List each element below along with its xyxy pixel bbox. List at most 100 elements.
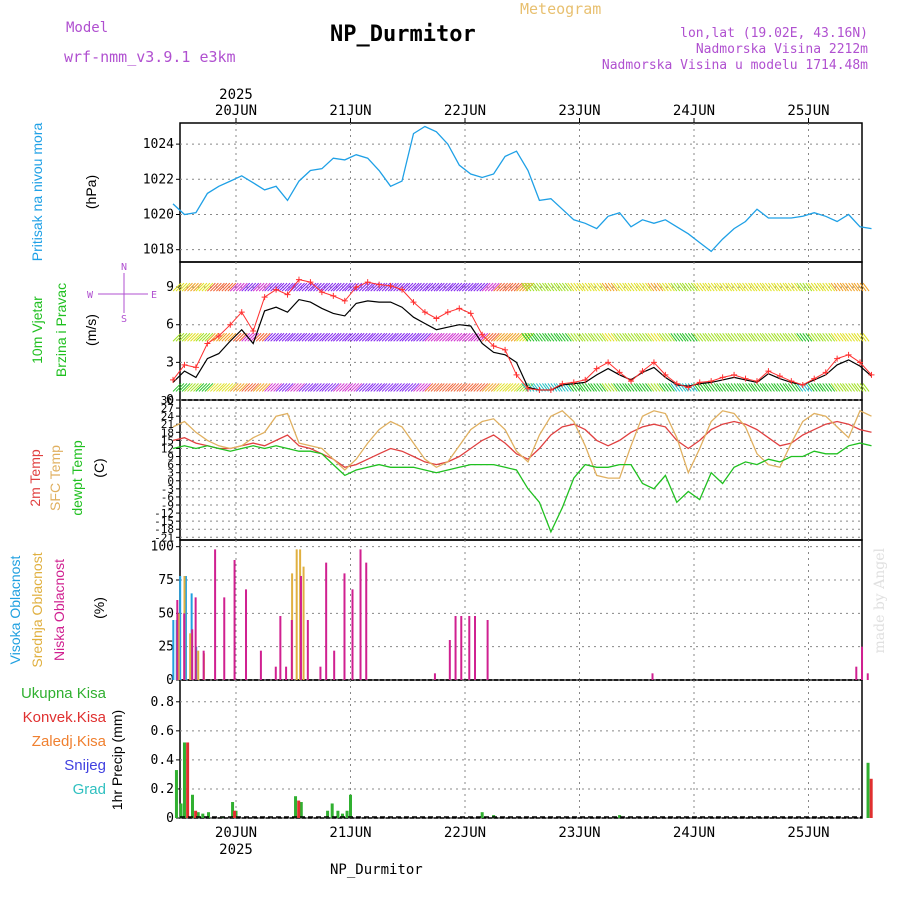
compass-e: E — [151, 290, 157, 301]
wind-barb — [487, 282, 497, 292]
wind-barb — [467, 332, 477, 342]
temp-sfc-title: SFC Temp — [47, 445, 63, 511]
y-tick-label: 0.2 — [151, 782, 174, 797]
wind-gust-point — [353, 284, 360, 291]
wind-barb — [304, 282, 314, 292]
wind-barb — [601, 383, 609, 392]
wind-barb — [255, 332, 265, 342]
wind-barb — [856, 282, 864, 292]
wind-barb — [616, 282, 623, 292]
wind-barb — [558, 282, 566, 292]
wind-barb — [218, 282, 228, 292]
wind-barb — [856, 332, 864, 342]
y-tick-label: 100 — [151, 540, 174, 555]
wind-barb — [558, 332, 566, 342]
wind-barb — [719, 282, 727, 292]
wind-barb — [670, 332, 678, 342]
wind-barb — [493, 282, 502, 292]
y-tick-label: 1020 — [143, 207, 174, 222]
bottom-day-label: 25JUN — [787, 825, 829, 841]
wind-barb — [750, 383, 758, 392]
wind-barb — [433, 383, 443, 392]
wind-barb — [650, 383, 658, 392]
wind-barb — [696, 383, 704, 392]
wind-barb — [355, 332, 365, 342]
wind-barb — [727, 282, 735, 292]
y-tick-label: -21 — [154, 531, 174, 544]
wind-barb — [822, 332, 830, 342]
precip-legend-item: Konvek.Kisa — [23, 709, 107, 726]
precip-bar — [174, 770, 178, 818]
wind-barb — [341, 332, 351, 342]
wind-barb — [704, 332, 712, 342]
wind-barb — [636, 282, 643, 292]
wind-barb — [416, 282, 425, 292]
wind-barb — [851, 282, 858, 292]
wind-barb — [853, 332, 861, 342]
cloud-unit: (%) — [91, 597, 107, 619]
wind-barb — [736, 332, 744, 342]
y-tick-label: 27 — [161, 402, 174, 415]
wind-barb — [544, 332, 552, 342]
precip-legend-item: Grad — [73, 781, 106, 798]
wind-barb — [768, 282, 775, 292]
wind-barb — [550, 332, 558, 342]
precip-bar — [869, 778, 873, 818]
temp-line-sfc — [172, 409, 872, 479]
wind-barb — [364, 383, 374, 392]
y-tick-label: 0 — [167, 475, 174, 488]
wind-barb — [784, 383, 792, 392]
wind-barb — [779, 332, 787, 342]
wind-barb — [327, 332, 337, 342]
wind-barb — [658, 383, 666, 392]
wind-barb — [759, 383, 767, 392]
wind-barb — [610, 282, 618, 292]
wind-barb — [736, 383, 744, 392]
wind-barb — [290, 282, 299, 292]
wind-gust-point — [479, 331, 486, 338]
bottom-day-label: 22JUN — [444, 825, 486, 841]
wind-barb — [816, 383, 824, 392]
wind-barb — [658, 282, 666, 292]
wind-barb — [716, 332, 724, 342]
wind-barb — [178, 282, 188, 292]
wind-barb — [427, 383, 437, 392]
wind-barb — [601, 332, 609, 342]
wind-barb — [590, 282, 598, 292]
wind-barb — [347, 332, 357, 342]
wind-barb — [851, 383, 858, 392]
wind-barb — [204, 383, 214, 392]
wind-barb — [341, 282, 351, 292]
wind-barb — [599, 383, 607, 392]
wind-barb — [470, 383, 480, 392]
wind-barb — [725, 383, 733, 392]
wind-barb — [307, 282, 317, 292]
wind-barb — [221, 383, 231, 392]
wind-barb — [221, 332, 231, 342]
wind-barb — [742, 282, 749, 292]
wind-barb — [484, 332, 494, 342]
bottom-day-label: 20JUN — [215, 825, 257, 841]
wind-barb — [422, 282, 431, 292]
y-tick-label: 9 — [166, 280, 174, 295]
wind-barb — [207, 383, 216, 392]
wind-barb — [836, 332, 844, 342]
wind-barb — [510, 282, 520, 292]
wind-barb — [445, 383, 454, 392]
pressure-line — [172, 125, 872, 253]
wind-barb — [664, 332, 672, 342]
wind-barbs-layer — [172, 282, 870, 392]
wind-barb — [636, 332, 643, 342]
wind-barb — [344, 383, 354, 392]
wind-barb — [710, 383, 718, 392]
wind-barb — [756, 383, 764, 392]
wind-barb — [645, 383, 652, 392]
wind-barb — [727, 332, 735, 342]
top-day-label: 23JUN — [558, 103, 600, 119]
wind-barb — [493, 332, 502, 342]
wind-title: 10m Vjetar — [29, 296, 45, 364]
wind-barb — [613, 332, 620, 342]
precip-bar — [326, 810, 330, 818]
y-tick-label: 3 — [167, 467, 174, 480]
wind-barb — [450, 332, 460, 342]
